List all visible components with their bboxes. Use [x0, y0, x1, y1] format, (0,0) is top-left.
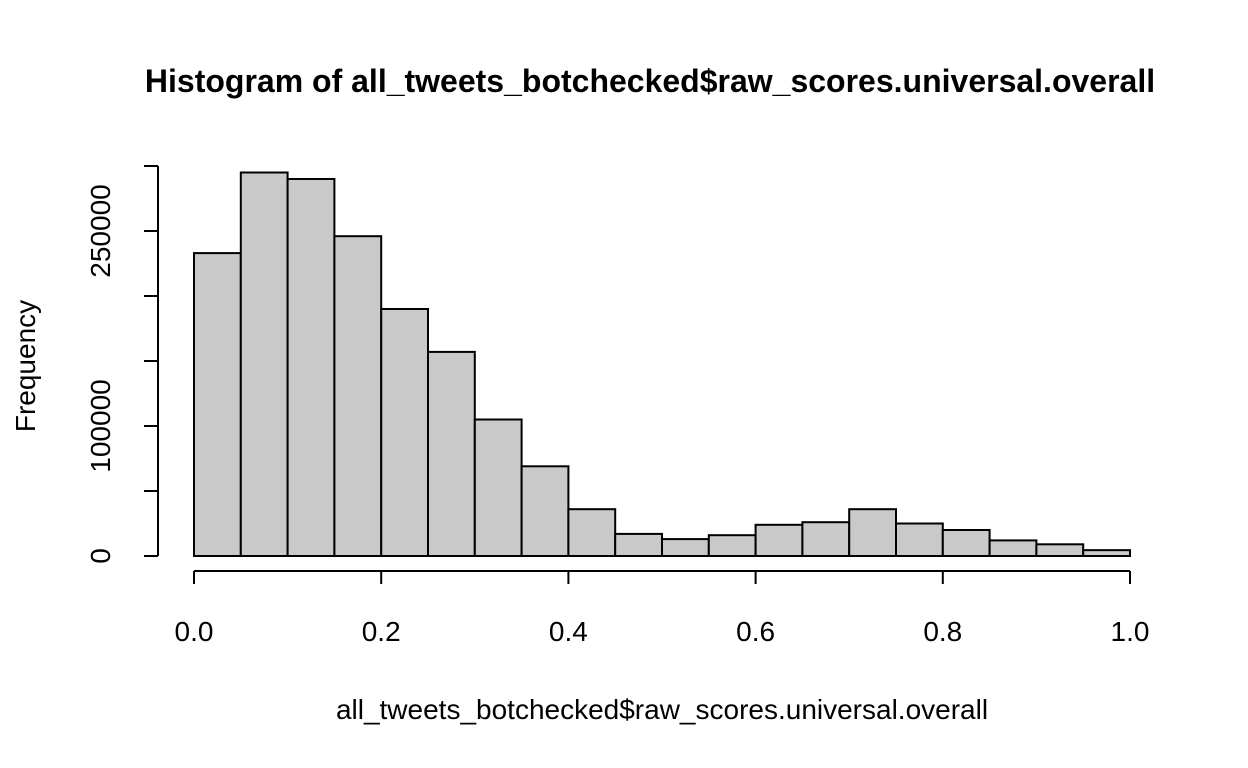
- histogram-bar: [1082, 549, 1131, 558]
- x-tick-label: 0.8: [923, 616, 962, 647]
- x-tick-label: 1.0: [1111, 616, 1150, 647]
- histogram-bar: [333, 235, 383, 557]
- x-tick-label: 0.6: [736, 616, 775, 647]
- histogram-bar: [520, 465, 570, 557]
- histogram-bar: [239, 171, 289, 557]
- y-tick-label: 100000: [85, 379, 116, 472]
- histogram-bar: [614, 532, 664, 558]
- histogram-bar: [707, 534, 757, 558]
- y-tick-label: 0: [85, 548, 116, 564]
- y-axis: 0 100000 250000: [85, 165, 159, 564]
- histogram-bar: [427, 350, 476, 557]
- histogram-bar: [473, 418, 523, 557]
- histogram-bar: [801, 521, 851, 558]
- y-axis-label: Frequency: [10, 300, 41, 432]
- x-tick-label: 0.0: [175, 616, 214, 647]
- histogram-bar: [1035, 543, 1085, 557]
- y-tick-label: 250000: [85, 184, 116, 277]
- histogram-bar: [286, 178, 336, 557]
- histogram-bar: [193, 252, 242, 557]
- histogram-bar: [895, 522, 944, 557]
- histogram-bar: [661, 538, 710, 557]
- histogram-bar: [988, 539, 1038, 558]
- histogram-bar: [848, 508, 898, 558]
- histogram-bar: [754, 523, 804, 557]
- chart-title: Histogram of all_tweets_botchecked$raw_s…: [145, 63, 1155, 99]
- histogram-bar: [567, 508, 617, 558]
- histogram-bar: [941, 529, 991, 557]
- x-axis: 0.0 0.2 0.4 0.6 0.8 1.0: [175, 570, 1150, 647]
- bars-group: [193, 171, 1131, 558]
- histogram-bar: [380, 308, 430, 557]
- x-axis-label: all_tweets_botchecked$raw_scores.univers…: [336, 694, 988, 725]
- x-tick-label: 0.2: [362, 616, 401, 647]
- x-tick-label: 0.4: [549, 616, 588, 647]
